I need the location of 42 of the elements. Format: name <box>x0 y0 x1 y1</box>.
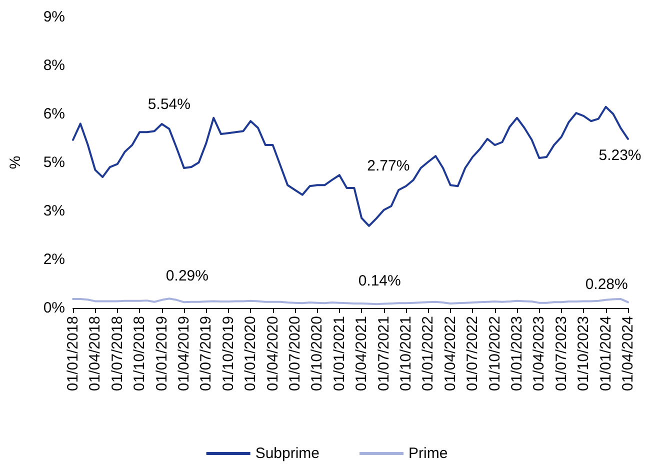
x-tick-label: 01/04/2020 <box>264 316 282 392</box>
x-tick-label: 01/07/2023 <box>552 316 570 392</box>
y-tick-label: 0% <box>43 300 65 316</box>
y-tick-label: 6% <box>43 106 65 122</box>
y-tick-label: 8% <box>43 57 65 74</box>
x-tick-label: 01/07/2020 <box>286 316 304 392</box>
x-tick-label: 01/10/2023 <box>575 316 592 392</box>
x-tick-label: 01/10/2019 <box>220 316 237 392</box>
x-tick-label: 01/10/2021 <box>398 316 414 392</box>
y-axis-title: % <box>7 156 24 170</box>
x-tick-label: 01/10/2022 <box>486 316 504 392</box>
x-tick-label: 01/07/2018 <box>108 316 126 392</box>
x-tick-label: 01/01/2018 <box>64 316 82 392</box>
legend-label: Prime <box>408 445 448 462</box>
legend-label: Subprime <box>255 445 320 462</box>
annotation: 0.29% <box>166 268 208 285</box>
x-tick-label: 01/04/2018 <box>86 316 104 392</box>
x-tick-label: 01/10/2020 <box>308 316 326 392</box>
annotation: 0.14% <box>358 272 401 290</box>
x-tick-label: 01/01/2020 <box>242 316 260 392</box>
x-tick-label: 01/01/2021 <box>330 316 348 392</box>
annotation: 5.23% <box>598 146 642 164</box>
x-tick-label: 01/01/2019 <box>153 316 170 392</box>
x-tick-label: 01/04/2022 <box>442 316 459 392</box>
x-tick-label: 01/01/2022 <box>420 316 437 392</box>
x-tick-label: 01/04/2024 <box>620 316 636 392</box>
y-tick-label: 3% <box>43 202 65 220</box>
x-tick-label: 01/04/2021 <box>353 316 370 392</box>
x-tick-label: 01/01/2023 <box>508 316 526 392</box>
y-tick-label: 9% <box>43 8 65 26</box>
x-tick-label: 01/10/2018 <box>131 316 148 392</box>
annotation: 2.77% <box>367 157 410 174</box>
annotation: 0.28% <box>585 276 628 293</box>
y-tick-label: 2% <box>43 251 65 268</box>
y-tick-label: 5% <box>43 154 65 171</box>
annotation: 5.54% <box>148 96 190 113</box>
x-tick-label: 01/04/2019 <box>176 316 192 392</box>
x-tick-label: 01/01/2024 <box>597 316 614 392</box>
x-tick-label: 01/07/2022 <box>464 316 482 392</box>
x-tick-label: 01/07/2021 <box>375 316 392 392</box>
x-tick-label: 01/04/2023 <box>530 316 548 392</box>
x-tick-label: 01/07/2019 <box>198 316 215 392</box>
